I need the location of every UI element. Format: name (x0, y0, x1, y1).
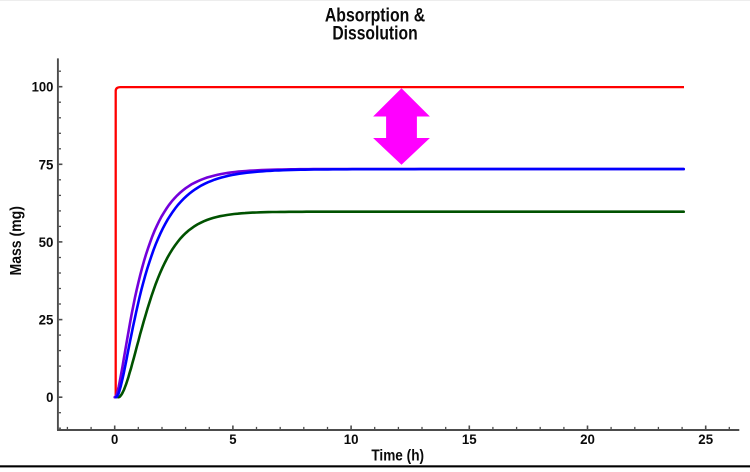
svg-text:20: 20 (580, 432, 595, 447)
svg-text:75: 75 (39, 157, 54, 172)
svg-text:100: 100 (32, 80, 54, 95)
svg-text:0: 0 (111, 432, 118, 447)
svg-text:15: 15 (462, 432, 477, 447)
svg-text:Time (h): Time (h) (371, 447, 424, 464)
svg-text:25: 25 (39, 313, 54, 328)
svg-text:5: 5 (229, 432, 237, 447)
svg-text:Mass (mg): Mass (mg) (8, 206, 25, 275)
svg-text:25: 25 (698, 432, 713, 447)
svg-text:10: 10 (344, 432, 359, 447)
svg-text:0: 0 (46, 390, 53, 405)
svg-text:50: 50 (39, 235, 54, 250)
svg-text:Dissolution: Dissolution (332, 24, 417, 45)
svg-text:Absorption &: Absorption & (325, 5, 426, 26)
